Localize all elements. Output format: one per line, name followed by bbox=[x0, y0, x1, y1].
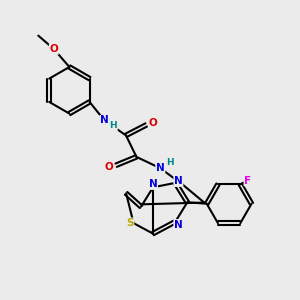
Text: S: S bbox=[126, 218, 134, 228]
Text: F: F bbox=[244, 176, 251, 186]
Text: N: N bbox=[100, 116, 109, 125]
Text: H: H bbox=[110, 121, 117, 130]
Text: N: N bbox=[156, 163, 165, 173]
Text: N: N bbox=[174, 176, 183, 186]
Text: N: N bbox=[148, 179, 158, 189]
Text: O: O bbox=[148, 118, 157, 128]
Text: H: H bbox=[166, 158, 174, 167]
Text: O: O bbox=[104, 162, 113, 172]
Text: O: O bbox=[50, 44, 58, 54]
Text: N: N bbox=[174, 220, 183, 230]
